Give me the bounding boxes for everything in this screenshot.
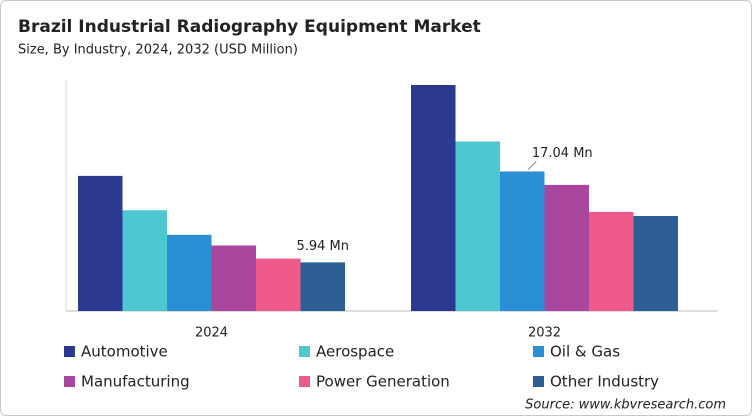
value-label: 17.04 Mn [532, 146, 593, 161]
bar [411, 85, 456, 311]
legend-label: Aerospace [316, 343, 394, 361]
bar [633, 216, 678, 311]
legend-swatch [299, 346, 310, 357]
legend-swatch [299, 376, 310, 387]
bar [122, 210, 167, 311]
label-leader [527, 161, 537, 170]
bar [78, 175, 123, 311]
source: Source: www.kbvresearch.com [525, 398, 726, 413]
chart-title: Brazil Industrial Radiography Equipment … [18, 17, 481, 37]
legend-swatch [64, 376, 75, 387]
bar [455, 141, 500, 311]
legend-label: Oil & Gas [550, 343, 620, 361]
legend-label: Manufacturing [81, 373, 190, 391]
value-label: 5.94 Mn [296, 239, 349, 254]
legend-swatch [64, 346, 75, 357]
bar [500, 171, 545, 311]
legend-label: Power Generation [316, 373, 450, 391]
x-tick-label: 2024 [195, 326, 228, 341]
bar [211, 245, 256, 311]
bar [167, 234, 212, 311]
chart-subtitle: Size, By Industry, 2024, 2032 (USD Milli… [18, 43, 298, 58]
bar [256, 258, 301, 311]
bar [300, 262, 345, 311]
legend-label: Automotive [81, 343, 168, 361]
x-tick-label: 2032 [528, 326, 561, 341]
bar [589, 211, 634, 311]
legend-label: Other Industry [550, 373, 659, 391]
legend-swatch [533, 346, 544, 357]
bar [544, 184, 589, 311]
legend-swatch [533, 376, 544, 387]
